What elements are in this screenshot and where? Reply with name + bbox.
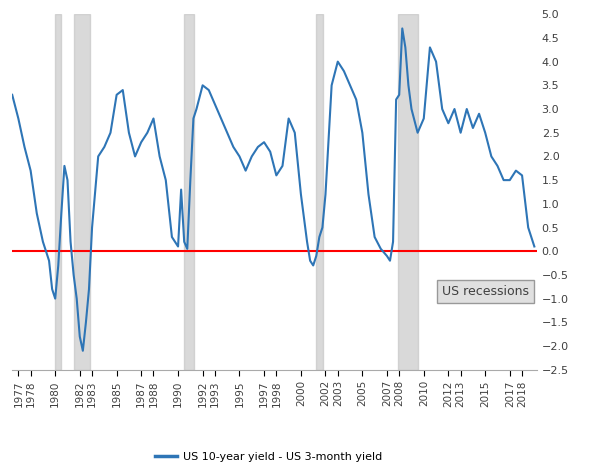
Bar (398, 14, 418, 370)
Bar (315, 14, 323, 370)
Bar (55, 14, 62, 370)
Text: US recessions: US recessions (442, 285, 529, 298)
Legend: US 10-year yield - US 3-month yield: US 10-year yield - US 3-month yield (151, 447, 386, 466)
Bar (184, 14, 194, 370)
Bar (74, 14, 90, 370)
